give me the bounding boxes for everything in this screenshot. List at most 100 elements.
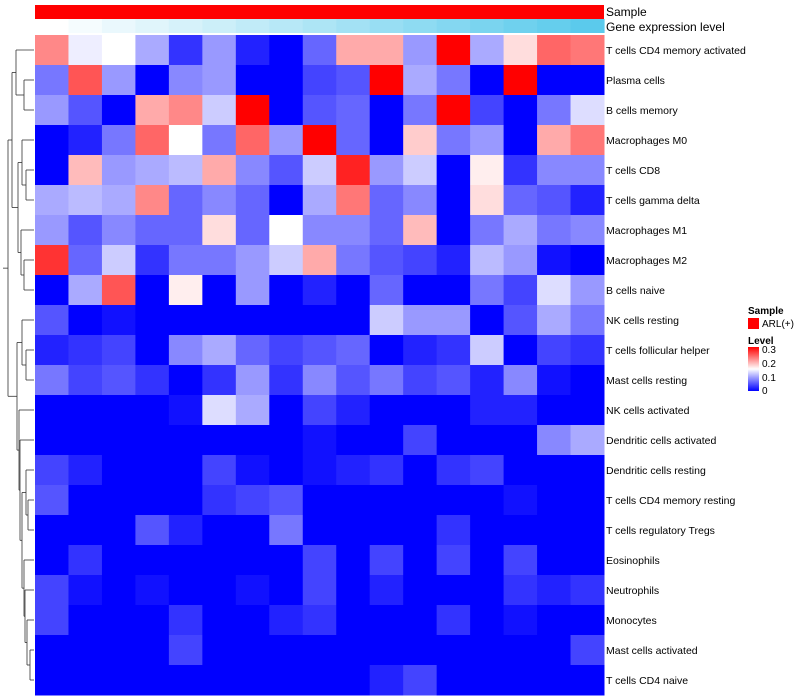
heatmap-cell [68,485,103,516]
heatmap-cell [537,215,572,246]
heatmap-cell [537,335,572,366]
heatmap-cell [503,485,538,516]
heatmap-cell [101,245,136,276]
expression-track-cell [269,19,304,33]
heatmap-cell [269,575,304,606]
heatmap-cell [68,455,103,486]
legend-level-colorbar [748,347,759,391]
heatmap-cell [537,365,572,396]
heatmap-cell [101,515,136,546]
heatmap-cell [336,305,371,336]
row-label: Mast cells activated [606,645,698,657]
heatmap-cell [369,515,404,546]
heatmap-cell [202,275,237,306]
heatmap-cell [35,335,69,366]
expression-track-cell [101,19,137,33]
heatmap-cell [68,635,103,666]
row-label: Dendritic cells activated [606,435,716,447]
heatmap-cell [369,605,404,636]
heatmap-cell [470,95,505,126]
row-label: Macrophages M2 [606,255,687,267]
heatmap-cell [202,335,237,366]
heatmap-cell [235,185,270,216]
heatmap-cell [503,185,538,216]
heatmap-cell [101,95,136,126]
heatmap-cell [202,65,237,96]
heatmap-cell [302,485,337,516]
heatmap-cell [269,155,304,186]
heatmap-cell [570,65,605,96]
expression-track-cell [202,19,237,33]
heatmap-cell [235,335,270,366]
heatmap-cell [302,245,337,276]
expression-track-cell [35,19,70,33]
legend-level-tick: 0.2 [762,359,776,370]
heatmap-cell [436,455,471,486]
heatmap-cell [35,95,69,126]
heatmap-cell [269,305,304,336]
heatmap-cell [235,305,270,336]
heatmap-cell [168,275,203,306]
heatmap-cell [403,215,438,246]
heatmap-cell [68,35,103,66]
heatmap-cell [302,635,337,666]
heatmap-cell [403,35,438,66]
heatmap-cell [336,125,371,156]
heatmap-cell [503,605,538,636]
heatmap-cell [68,395,103,426]
heatmap-cell [537,635,572,666]
heatmap-cell [35,275,69,306]
heatmap-cell [570,485,605,516]
heatmap-cell [135,65,170,96]
heatmap-cell [68,365,103,396]
row-label: NK cells resting [606,315,679,327]
row-dendrogram [3,49,34,681]
heatmap-cell [503,425,538,456]
heatmap-cell [336,575,371,606]
heatmap-cell [202,215,237,246]
expression-track-cell [570,19,605,33]
heatmap-cell [436,395,471,426]
heatmap-cell [403,335,438,366]
heatmap-cell [35,215,69,246]
heatmap-cell [369,545,404,576]
heatmap-cell [470,215,505,246]
heatmap-cell [403,245,438,276]
heatmap-cell [369,95,404,126]
heatmap-cell [168,305,203,336]
heatmap-cell [135,155,170,186]
heatmap-cell [302,365,337,396]
heatmap-cell [135,515,170,546]
row-label: T cells CD4 memory resting [606,495,735,507]
heatmap-cell [235,215,270,246]
heatmap-cell [202,395,237,426]
heatmap-cell [436,605,471,636]
heatmap-cell [101,665,136,696]
heatmap-cell [570,425,605,456]
heatmap-cell [570,215,605,246]
heatmap-cell [302,65,337,96]
heatmap-cell [436,575,471,606]
heatmap-cell [101,635,136,666]
heatmap-cell [269,245,304,276]
heatmap-cell [35,515,69,546]
heatmap-cell [470,455,505,486]
heatmap-cell [269,185,304,216]
row-label: T cells gamma delta [606,195,700,207]
heatmap-cell [202,635,237,666]
heatmap-cell [403,665,438,696]
heatmap-cell [168,665,203,696]
heatmap-cell [336,35,371,66]
heatmap-cell [235,515,270,546]
heatmap-cell [537,425,572,456]
heatmap-cell [537,305,572,336]
heatmap-cell [537,455,572,486]
heatmap-cell [369,635,404,666]
heatmap-cell [570,575,605,606]
heatmap-cell [470,335,505,366]
heatmap-cell [269,215,304,246]
heatmap-cell [68,425,103,456]
heatmap-cell [470,425,505,456]
heatmap-cell [436,95,471,126]
